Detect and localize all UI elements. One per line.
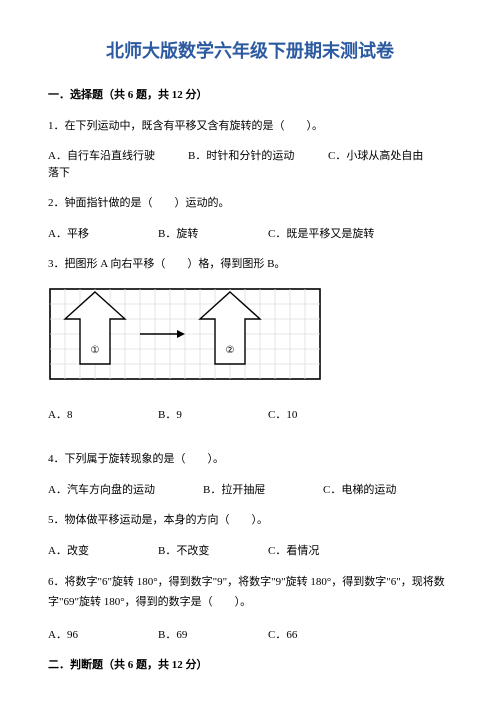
page-title: 北师大版数学六年级下册期末测试卷 xyxy=(48,38,452,65)
q1-opt-c-tail: 落下 xyxy=(48,165,452,182)
q2-options: A．平移 B．旋转 C．既是平移又是旋转 xyxy=(48,226,452,243)
q5-opt-b: B．不改变 xyxy=(158,543,268,560)
q1-opt-b: B．时针和分针的运动 xyxy=(188,148,328,165)
q5-options: A．改变 B．不改变 C．看情况 xyxy=(48,543,452,560)
q5-opt-a: A．改变 xyxy=(48,543,158,560)
q5-text: 5．物体做平移运动是，本身的方向（ ）。 xyxy=(48,512,452,529)
q2-opt-c: C．既是平移又是旋转 xyxy=(268,226,452,243)
q1-options: A．自行车沿直线行驶 B．时针和分针的运动 C．小球从高处自由 xyxy=(48,148,452,165)
section-1-header: 一．选择题（共 6 题，共 12 分） xyxy=(48,87,452,104)
q1-opt-a: A．自行车沿直线行驶 xyxy=(48,148,188,165)
q6-opt-c: C．66 xyxy=(268,627,452,644)
svg-text:②: ② xyxy=(226,345,235,356)
q4-opt-c: C．电梯的运动 xyxy=(323,482,452,499)
q6-opt-a: A．96 xyxy=(48,627,158,644)
q2-text: 2．钟面指针做的是（ ）运动的。 xyxy=(48,195,452,212)
translation-figure: ① ② xyxy=(48,287,326,385)
q6-opt-b: B．69 xyxy=(158,627,268,644)
q6-text: 6．将数字"6"旋转 180°，得到数字"9"，将数字"9"旋转 180°，得到… xyxy=(48,573,452,613)
q2-opt-a: A．平移 xyxy=(48,226,158,243)
q3-opt-b: B．9 xyxy=(158,407,268,424)
q3-options: A．8 B．9 C．10 xyxy=(48,407,452,424)
q4-opt-b: B．拉开抽屉 xyxy=(203,482,323,499)
section-2-header: 二．判断题（共 6 题，共 12 分） xyxy=(48,657,452,674)
q2-opt-b: B．旋转 xyxy=(158,226,268,243)
q1-opt-c: C．小球从高处自由 xyxy=(328,148,452,165)
q6-options: A．96 B．69 C．66 xyxy=(48,627,452,644)
q4-text: 4．下列属于旋转现象的是（ ）。 xyxy=(48,451,452,468)
q1-text: 1．在下列运动中，既含有平移又含有旋转的是（ ）。 xyxy=(48,118,452,135)
q4-options: A．汽车方向盘的运动 B．拉开抽屉 C．电梯的运动 xyxy=(48,482,452,499)
q5-opt-c: C．看情况 xyxy=(268,543,452,560)
figure-container: ① ② xyxy=(48,287,452,385)
q4-opt-a: A．汽车方向盘的运动 xyxy=(48,482,203,499)
q3-opt-c: C．10 xyxy=(268,407,452,424)
q3-opt-a: A．8 xyxy=(48,407,158,424)
svg-text:①: ① xyxy=(91,345,100,356)
q3-text: 3．把图形 A 向右平移（ ）格，得到图形 B。 xyxy=(48,256,452,273)
